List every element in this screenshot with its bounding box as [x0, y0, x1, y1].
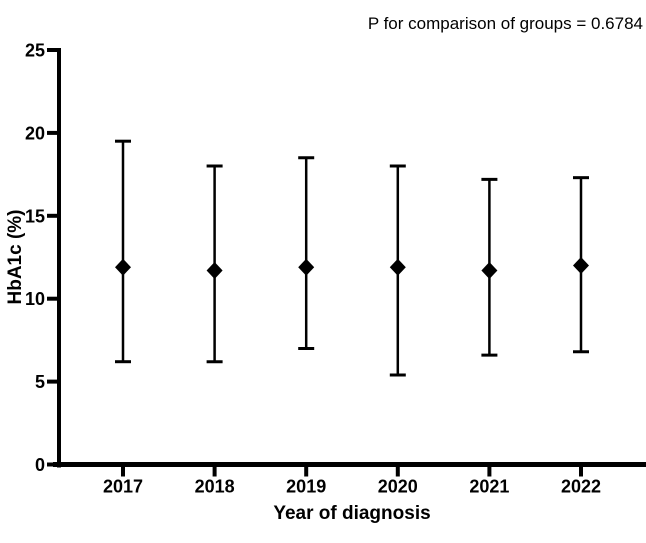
x-tick-label: 2022 — [561, 477, 601, 497]
mean-diamond-marker — [206, 262, 223, 280]
y-tick-label: 0 — [35, 455, 45, 475]
y-tick-label: 15 — [25, 206, 45, 226]
x-tick-label: 2019 — [286, 477, 326, 497]
y-tick-label: 25 — [25, 41, 45, 61]
x-tick-label: 2018 — [195, 477, 235, 497]
y-tick-label: 20 — [25, 123, 45, 143]
y-tick-label: 5 — [35, 372, 45, 392]
p-value-annotation: P for comparison of groups = 0.6784 — [367, 14, 643, 33]
mean-diamond-marker — [481, 262, 498, 280]
x-axis-title: Year of diagnosis — [273, 503, 431, 524]
x-tick-label: 2020 — [378, 477, 418, 497]
x-tick-label: 2017 — [103, 477, 143, 497]
mean-diamond-marker — [573, 257, 589, 275]
mean-diamond-marker — [115, 258, 131, 276]
mean-diamond-marker — [389, 258, 406, 276]
x-tick-label: 2021 — [469, 477, 509, 497]
y-tick-label: 10 — [25, 289, 45, 309]
mean-diamond-marker — [298, 258, 315, 276]
